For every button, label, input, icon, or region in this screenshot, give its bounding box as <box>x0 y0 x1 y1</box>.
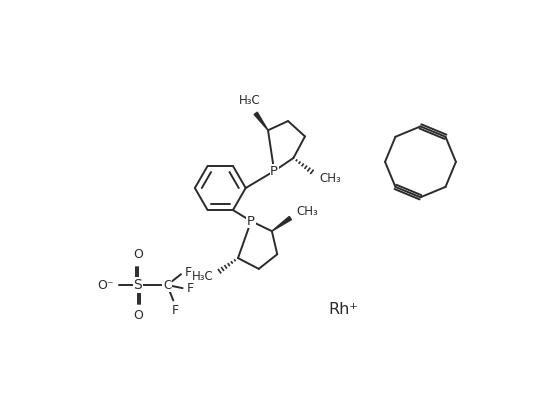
Polygon shape <box>272 217 292 231</box>
Text: CH₃: CH₃ <box>320 172 342 184</box>
Text: P: P <box>247 215 255 228</box>
Text: O⁻: O⁻ <box>97 279 114 292</box>
Text: C: C <box>163 279 171 292</box>
Text: P: P <box>270 164 278 178</box>
Text: F: F <box>186 282 194 294</box>
Text: S: S <box>134 278 142 292</box>
Text: F: F <box>171 304 178 317</box>
Text: CH₃: CH₃ <box>296 205 318 217</box>
Text: H₃C: H₃C <box>191 270 213 283</box>
Text: F: F <box>185 266 192 279</box>
Text: O: O <box>133 309 143 322</box>
Text: O: O <box>133 248 143 261</box>
Text: Rh⁺: Rh⁺ <box>328 302 359 317</box>
Text: H₃C: H₃C <box>239 94 260 107</box>
Polygon shape <box>254 112 268 130</box>
